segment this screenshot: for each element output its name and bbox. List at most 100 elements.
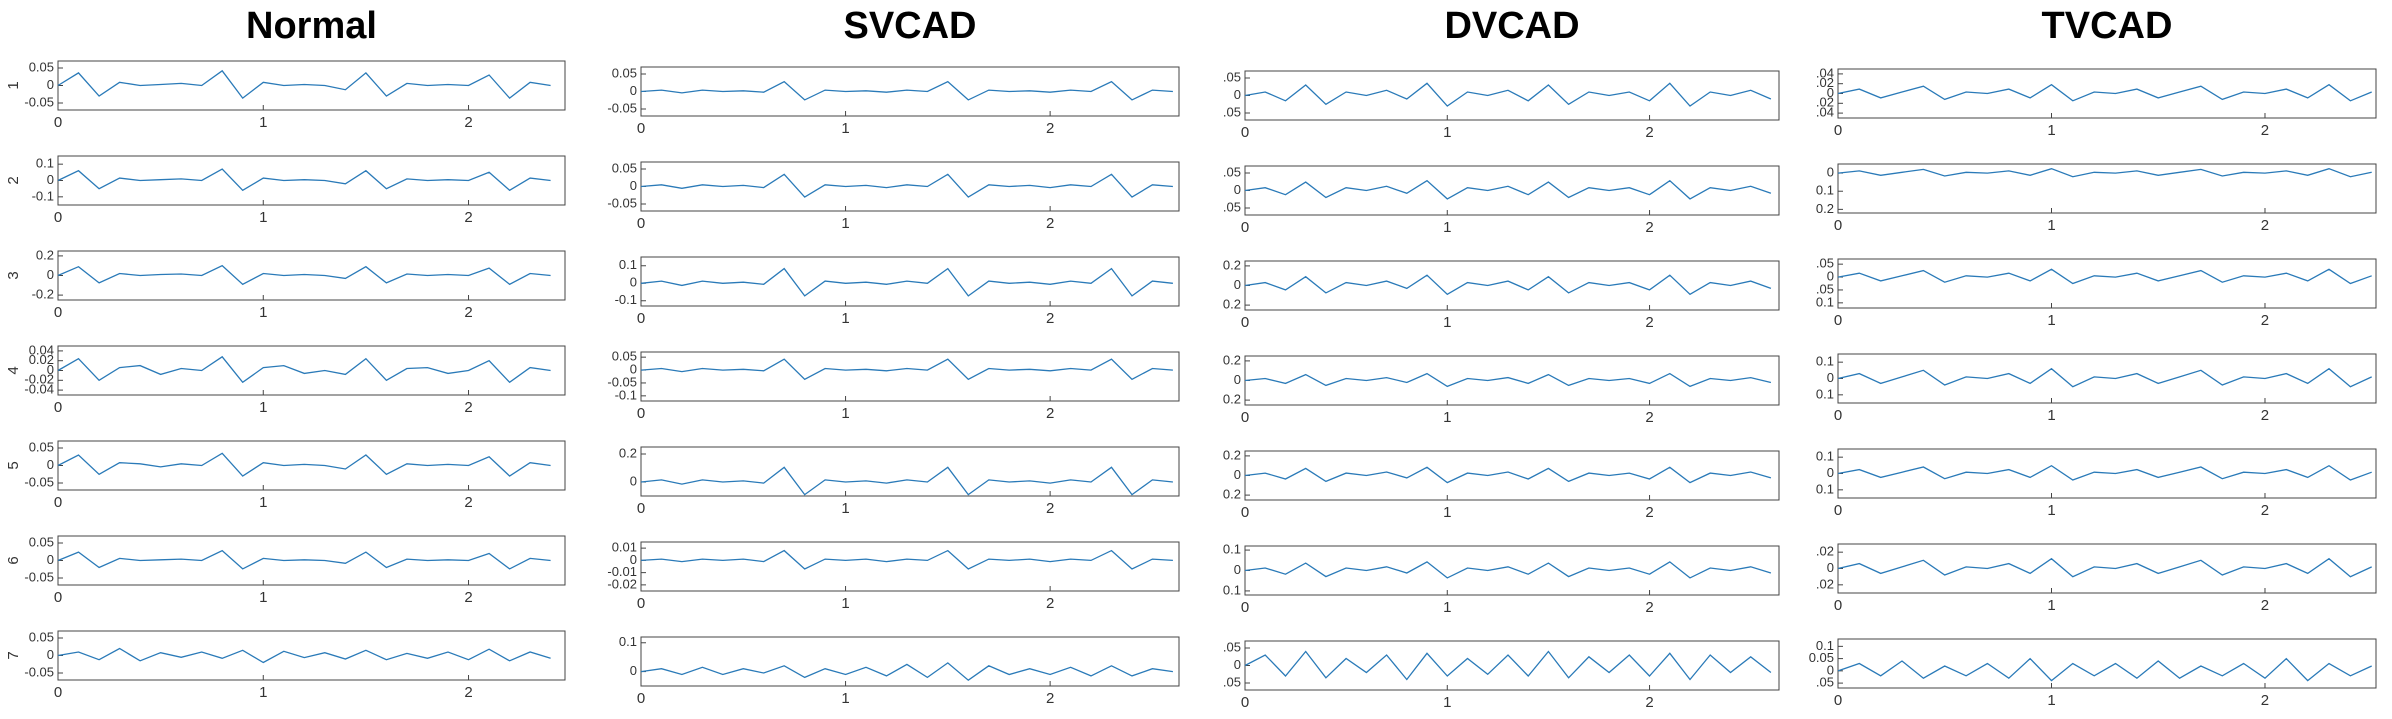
y-tick-label: 0.01 (612, 540, 637, 555)
y-tick-label: -0.02 (24, 372, 54, 387)
y-tick-label: 0 (1234, 87, 1241, 102)
x-tick-label: 0 (1241, 124, 1249, 141)
x-tick-label: 0 (1834, 597, 1842, 614)
x-tick-label: 2 (2261, 407, 2269, 424)
x-tick-label: 2 (1046, 405, 1054, 422)
y-tick-label: .05 (1816, 281, 1834, 296)
x-tick-label: 1 (259, 304, 267, 321)
y-tick-label: 0.05 (29, 59, 54, 74)
x-tick-label: 2 (1645, 599, 1653, 616)
y-tick-label: 0.2 (1223, 392, 1241, 407)
y-tick-label: 0.1 (1223, 542, 1241, 557)
x-tick-label: 1 (1443, 314, 1451, 331)
y-tick-label: 0 (630, 83, 637, 98)
y-tick-label: .05 (1223, 639, 1241, 654)
y-tick-label: .05 (1816, 675, 1834, 690)
y-tick-label: 0 (1827, 85, 1834, 100)
y-tick-label: 0 (630, 178, 637, 193)
y-tick-label: 0.1 (1223, 582, 1241, 597)
signal-line (1244, 82, 1772, 107)
y-tick-label: 0 (1827, 560, 1834, 575)
y-tick-label: 0 (47, 77, 54, 92)
y-tick-label: .04 (1816, 105, 1834, 120)
y-tick-label: 0.1 (1816, 638, 1834, 653)
x-tick-label: 1 (1443, 599, 1451, 616)
y-tick-label: 0 (1827, 268, 1834, 283)
y-tick-label: 0 (630, 552, 637, 567)
x-tick-label: 2 (1645, 694, 1653, 711)
y-tick-label: -0.2 (32, 287, 54, 302)
x-tick-label: 2 (1046, 500, 1054, 517)
x-tick-label: 0 (1834, 122, 1842, 139)
axes-box (1244, 545, 1780, 596)
x-tick-label: 2 (464, 684, 472, 701)
y-tick-label: 0 (630, 361, 637, 376)
axes-box (1244, 70, 1780, 121)
x-tick-label: 0 (637, 500, 645, 517)
y-tick-label: .05 (1223, 199, 1241, 214)
x-tick-label: 2 (1645, 124, 1653, 141)
x-tick-label: 2 (1046, 120, 1054, 137)
x-tick-label: 1 (841, 405, 849, 422)
signal-line (1244, 274, 1772, 296)
x-tick-label: 0 (54, 399, 62, 416)
y-tick-label: -0.1 (32, 188, 54, 203)
y-tick-label: .05 (1223, 69, 1241, 84)
signal-line (57, 452, 551, 477)
x-tick-label: 2 (464, 589, 472, 606)
axes-box (1837, 258, 2377, 309)
y-tick-label: 0.05 (29, 629, 54, 644)
x-tick-label: 0 (54, 114, 62, 131)
axes-box (640, 541, 1180, 592)
y-tick-label: 0 (1234, 182, 1241, 197)
y-tick-label: 0.1 (1816, 481, 1834, 496)
x-tick-label: 0 (1241, 409, 1249, 426)
x-tick-label: 2 (1046, 595, 1054, 612)
signal-line (640, 466, 1173, 496)
x-tick-label: 0 (54, 304, 62, 321)
x-tick-label: 1 (259, 209, 267, 226)
y-tick-label: .02 (1816, 544, 1834, 559)
axes-box (1244, 640, 1780, 691)
signal-line (640, 549, 1173, 570)
x-tick-label: 1 (1443, 694, 1451, 711)
x-tick-label: 0 (637, 310, 645, 327)
y-tick-label: 0.2 (619, 445, 637, 460)
y-tick-label: -0.01 (607, 564, 637, 579)
axes-box (1244, 165, 1780, 216)
x-tick-label: 2 (2261, 502, 2269, 519)
signal-line (1837, 168, 2372, 178)
x-tick-label: 1 (2047, 122, 2055, 139)
y-tick-label: .02 (1816, 95, 1834, 110)
x-tick-label: 2 (1046, 690, 1054, 707)
axes-box (57, 345, 566, 396)
x-tick-label: 2 (1645, 219, 1653, 236)
x-tick-label: 0 (1241, 694, 1249, 711)
y-tick-label: 0 (1234, 657, 1241, 672)
y-tick-label: .05 (1223, 164, 1241, 179)
x-tick-label: 2 (464, 114, 472, 131)
x-tick-label: 1 (1443, 409, 1451, 426)
column-title: DVCAD (1444, 5, 1579, 47)
y-tick-label: 0.05 (29, 439, 54, 454)
x-tick-label: 2 (464, 209, 472, 226)
row-label: 6 (5, 556, 22, 564)
signal-line (640, 80, 1173, 101)
y-tick-label: 0 (1827, 662, 1834, 677)
y-tick-label: -0.05 (24, 94, 54, 109)
y-tick-label: 0 (47, 552, 54, 567)
signal-line (1837, 557, 2372, 578)
y-tick-label: .04 (1816, 65, 1834, 80)
y-tick-label: 0.2 (1223, 352, 1241, 367)
y-tick-label: 0.1 (36, 156, 54, 171)
x-tick-label: 2 (2261, 122, 2269, 139)
x-tick-label: 0 (1241, 504, 1249, 521)
x-tick-label: 0 (1834, 407, 1842, 424)
x-tick-label: 0 (637, 595, 645, 612)
y-tick-label: 0.05 (29, 534, 54, 549)
y-tick-label: 0.2 (36, 247, 54, 262)
y-tick-label: .02 (1816, 576, 1834, 591)
y-tick-label: 0.05 (612, 349, 637, 364)
y-tick-label: 0.02 (29, 352, 54, 367)
y-tick-label: -0.05 (24, 569, 54, 584)
